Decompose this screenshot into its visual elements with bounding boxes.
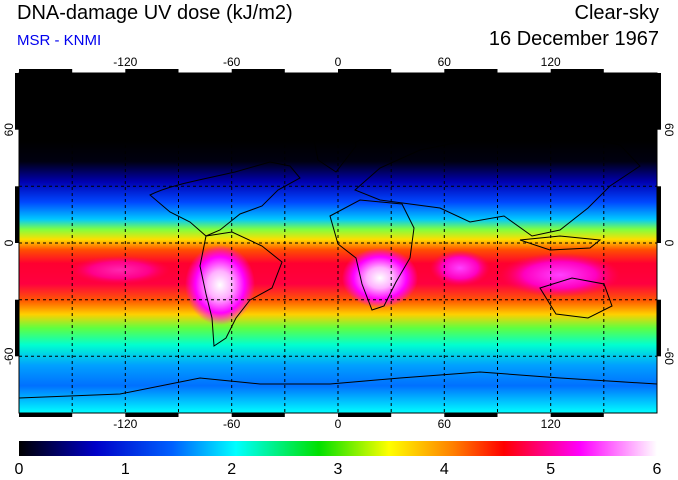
lon-tick-label: -120 (113, 55, 137, 69)
lon-tick-label: -60 (223, 417, 241, 431)
colorbar-labels: 0 1 2 3 4 5 6 (15, 461, 662, 478)
colorbar-tick-label: 2 (227, 461, 236, 478)
lat-tick-label: -60 (662, 348, 676, 366)
lon-tick-label: 120 (541, 417, 561, 431)
coastline-south-america (199, 231, 283, 347)
lat-tick-label: 60 (2, 123, 16, 137)
coastline-greenland (311, 123, 357, 173)
colorbar-gradient (19, 441, 657, 456)
lat-labels-left: 60 0 -60 (2, 123, 16, 365)
colorbar-tick-label: 6 (653, 461, 662, 478)
lon-labels-bottom: -120 -60 0 60 120 (113, 417, 561, 431)
lat-labels-right: 60 0 -60 (662, 123, 676, 365)
colorbar-tick-label: 4 (440, 461, 449, 478)
date-label: 16 December 1967 (488, 28, 659, 50)
coastline-north-america (149, 161, 301, 237)
lat-tick-label: -60 (2, 347, 16, 365)
source-label: MSR - KNMI (17, 32, 102, 49)
lat-tick-label: 0 (662, 240, 676, 247)
colorbar-tick-label: 1 (121, 461, 130, 478)
lon-tick-label: -60 (223, 55, 241, 69)
sky-condition-label: Clear-sky (574, 2, 659, 24)
map-title: DNA-damage UV dose (kJ/m2) (17, 2, 293, 24)
lat-tick-label: 0 (2, 239, 16, 246)
colorbar-tick-label: 5 (546, 461, 555, 478)
lon-tick-label: 0 (335, 55, 342, 69)
lat-tick-label: 60 (662, 123, 676, 137)
map-frame (15, 69, 661, 417)
lon-tick-label: 60 (438, 417, 452, 431)
lon-tick-label: 0 (335, 417, 342, 431)
lon-tick-label: -120 (113, 417, 137, 431)
coastline-antarctica (19, 371, 657, 399)
lon-tick-label: 120 (541, 55, 561, 69)
colorbar: 0 1 2 3 4 5 6 (15, 441, 662, 478)
coastline-africa (329, 199, 415, 311)
coastlines (19, 123, 657, 399)
lon-tick-label: 60 (438, 55, 452, 69)
coastline-indonesia (519, 235, 602, 251)
lon-labels-top: -120 -60 0 60 120 (113, 55, 561, 69)
colorbar-tick-label: 0 (15, 461, 24, 478)
colorbar-tick-label: 3 (334, 461, 343, 478)
coastline-australia (539, 277, 613, 319)
coastline-eurasia (354, 131, 641, 237)
graticule (19, 73, 657, 413)
